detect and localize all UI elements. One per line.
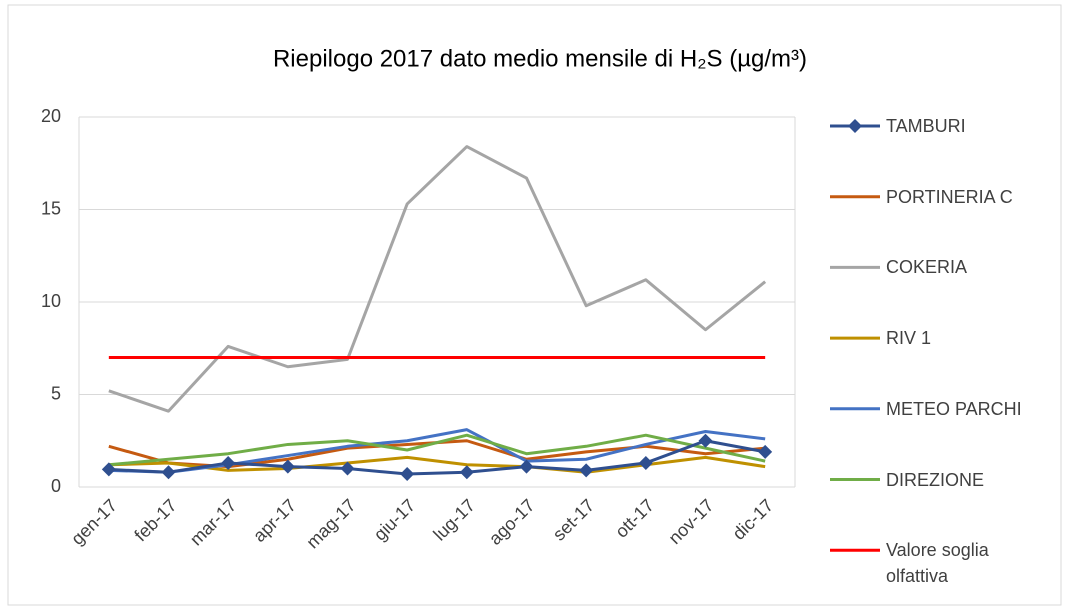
series-marker: [340, 461, 355, 476]
y-tick-label: 5: [51, 383, 61, 403]
series-marker: [280, 459, 295, 474]
series-line: [108, 428, 766, 474]
legend-label: DIREZIONE: [886, 469, 985, 490]
series-marker: [221, 455, 236, 470]
series-marker: [161, 465, 176, 480]
series-marker: [519, 459, 534, 474]
series-marker: [101, 462, 116, 477]
legend-label: PORTINERIA C: [886, 186, 1013, 207]
legend-label: COKERIA: [886, 257, 968, 278]
chart-border: [7, 4, 1062, 606]
series-marker: [579, 463, 594, 478]
series-marker: [758, 444, 773, 459]
series-marker: [400, 467, 415, 482]
legend-label: RIV 1: [886, 328, 932, 349]
series-line: [108, 455, 766, 474]
y-tick-label: 10: [41, 291, 61, 311]
legend-label: Valore soglia olfattiva: [886, 540, 989, 587]
legend-label: TAMBURI: [886, 116, 966, 136]
series-marker: [698, 433, 713, 448]
series-line: [108, 433, 766, 467]
y-tick-label: 0: [51, 476, 61, 496]
series-marker: [638, 455, 653, 470]
chart-title: Riepilogo 2017 dato medio mensile di H₂S…: [273, 45, 807, 72]
legend-marker: [848, 119, 862, 133]
series-marker: [459, 465, 474, 480]
legend-label: METEO PARCHI: [886, 398, 1022, 419]
y-tick-label: 15: [41, 198, 61, 218]
series-line: [108, 439, 766, 476]
y-tick-label: 20: [41, 106, 61, 126]
